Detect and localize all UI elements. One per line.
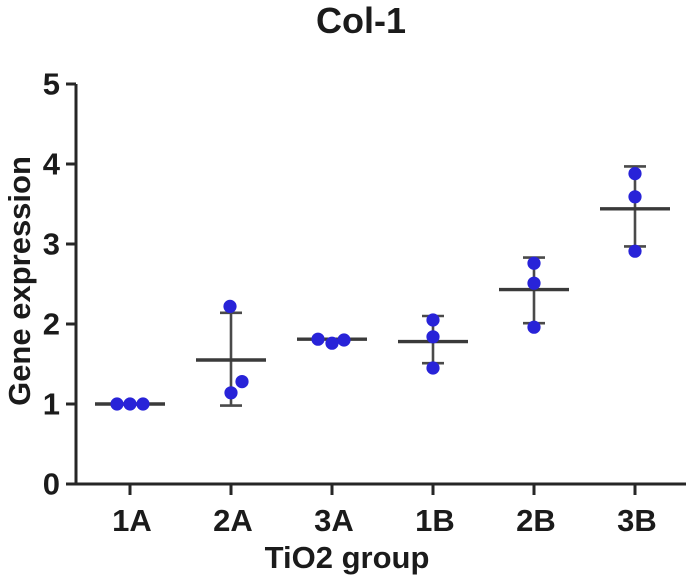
- data-point: [527, 320, 541, 334]
- data-point: [337, 333, 351, 347]
- data-point: [527, 256, 541, 270]
- x-tick-label: 3B: [617, 503, 657, 538]
- data-point: [235, 375, 249, 389]
- x-tick-label: 1B: [415, 503, 455, 538]
- x-tick-label: 2A: [213, 503, 253, 538]
- y-tick-label: 3: [43, 227, 60, 262]
- y-tick-label: 4: [43, 147, 61, 182]
- data-point: [110, 397, 124, 411]
- y-tick-label: 1: [43, 387, 60, 422]
- y-tick-label: 0: [43, 467, 60, 502]
- data-point: [136, 397, 150, 411]
- data-point: [325, 336, 339, 350]
- data-point: [224, 386, 238, 400]
- data-point: [628, 190, 642, 204]
- data-point: [311, 332, 325, 346]
- data-point: [223, 299, 237, 313]
- x-axis-label: TiO2 group: [264, 540, 430, 575]
- data-point: [628, 244, 642, 258]
- data-point: [527, 276, 541, 290]
- data-point: [628, 167, 642, 181]
- chart-title: Col-1: [316, 0, 406, 41]
- x-tick-label: 3A: [314, 503, 354, 538]
- data-point: [426, 361, 440, 375]
- data-point: [123, 397, 137, 411]
- y-tick-label: 2: [43, 307, 60, 342]
- x-tick-label: 1A: [112, 503, 152, 538]
- y-tick-label: 5: [43, 67, 60, 102]
- x-tick-label: 2B: [516, 503, 556, 538]
- data-point: [426, 313, 440, 327]
- data-point: [426, 330, 440, 344]
